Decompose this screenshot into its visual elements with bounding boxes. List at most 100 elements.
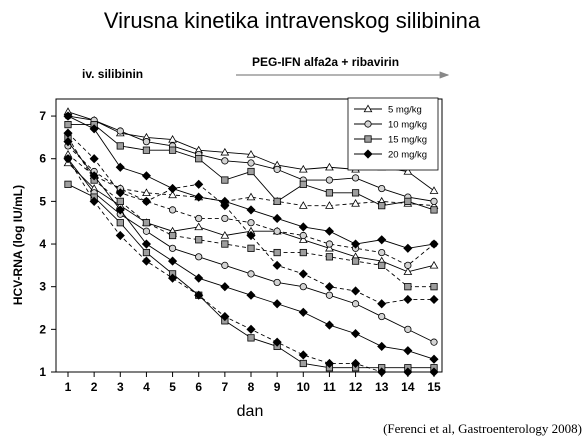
data-point [220,147,230,156]
data-point [429,294,439,305]
data-point [115,230,125,241]
data-point [115,188,125,198]
data-point [324,320,334,330]
data-point [272,260,282,270]
data-point [142,188,151,197]
data-point [325,162,334,171]
series-12 [63,137,439,364]
data-point [324,358,334,369]
data-point [89,124,99,134]
data-point [168,190,177,199]
data-point [194,179,204,189]
data-point [246,192,256,201]
x-tick-label: 2 [91,380,98,394]
data-point [299,248,307,257]
data-point [64,120,72,129]
data-point [142,248,151,257]
data-point [116,219,124,227]
data-point [298,235,308,243]
y-tick-label: 5 [39,194,46,208]
data-point [194,192,204,202]
data-point [403,167,413,175]
y-tick-label: 1 [39,365,46,379]
legend-entry: 20 mg/kg [388,150,427,161]
legend-marker [364,135,372,143]
data-point [247,270,255,278]
data-point [221,214,229,223]
data-point [351,286,361,296]
data-point [351,257,360,265]
data-point [324,226,334,236]
x-tick-label: 11 [323,380,336,394]
data-point [403,243,413,253]
x-tick-label: 4 [143,380,150,394]
data-point [299,359,307,368]
series-group [63,107,439,377]
data-point [63,137,73,147]
data-point [116,127,124,135]
data-point [429,354,439,364]
data-point [115,205,125,215]
data-point [142,219,151,227]
data-point [89,154,99,164]
data-point [273,248,281,257]
x-tick-label: 10 [297,380,311,394]
data-point [325,201,334,209]
legend-marker [363,149,373,159]
data-point [325,253,334,261]
data-point [195,253,203,261]
data-point [168,244,177,252]
data-point [247,219,255,227]
data-point [324,282,334,292]
data-point [404,197,412,205]
data-point [273,197,281,205]
data-point [221,240,229,248]
plot-frame [55,98,443,373]
data-point [194,222,204,231]
series-11 [63,128,439,309]
data-point [168,256,178,266]
data-point [272,299,282,309]
data-point [404,325,412,333]
data-point [221,157,229,165]
data-point [351,239,361,249]
data-point [168,146,177,154]
y-axis-label: HCV-RNA (log IU/mL) [11,185,25,305]
data-point [220,201,230,211]
series-6 [64,155,438,346]
data-point [404,283,412,291]
x-tick-label: 3 [117,380,124,394]
data-point [378,312,386,321]
data-point [168,135,177,143]
series-line [67,132,434,305]
x-tick-label: 7 [222,380,229,394]
data-point [351,358,361,369]
data-point [168,231,177,240]
data-point [377,235,387,245]
data-point [325,240,334,248]
data-point [298,164,308,173]
y-tick-label: 7 [39,109,46,123]
legend-box [347,97,439,171]
data-point [403,294,413,305]
data-point [220,282,230,292]
data-point [194,273,204,283]
data-point [220,231,230,239]
data-point [273,278,281,287]
data-point [115,162,125,172]
data-point [298,307,308,317]
data-point [378,261,386,269]
data-point [351,329,361,339]
data-point [403,346,413,356]
x-tick-label: 12 [349,380,363,394]
data-point [246,324,256,334]
data-point [194,290,204,300]
data-point [351,189,360,197]
data-point [378,202,386,210]
data-point [272,337,282,347]
data-point [141,196,151,206]
data-point [429,260,439,269]
data-point [429,186,439,194]
phase-label-silibinin: iv. silibinin [82,67,143,81]
data-point [430,283,438,291]
